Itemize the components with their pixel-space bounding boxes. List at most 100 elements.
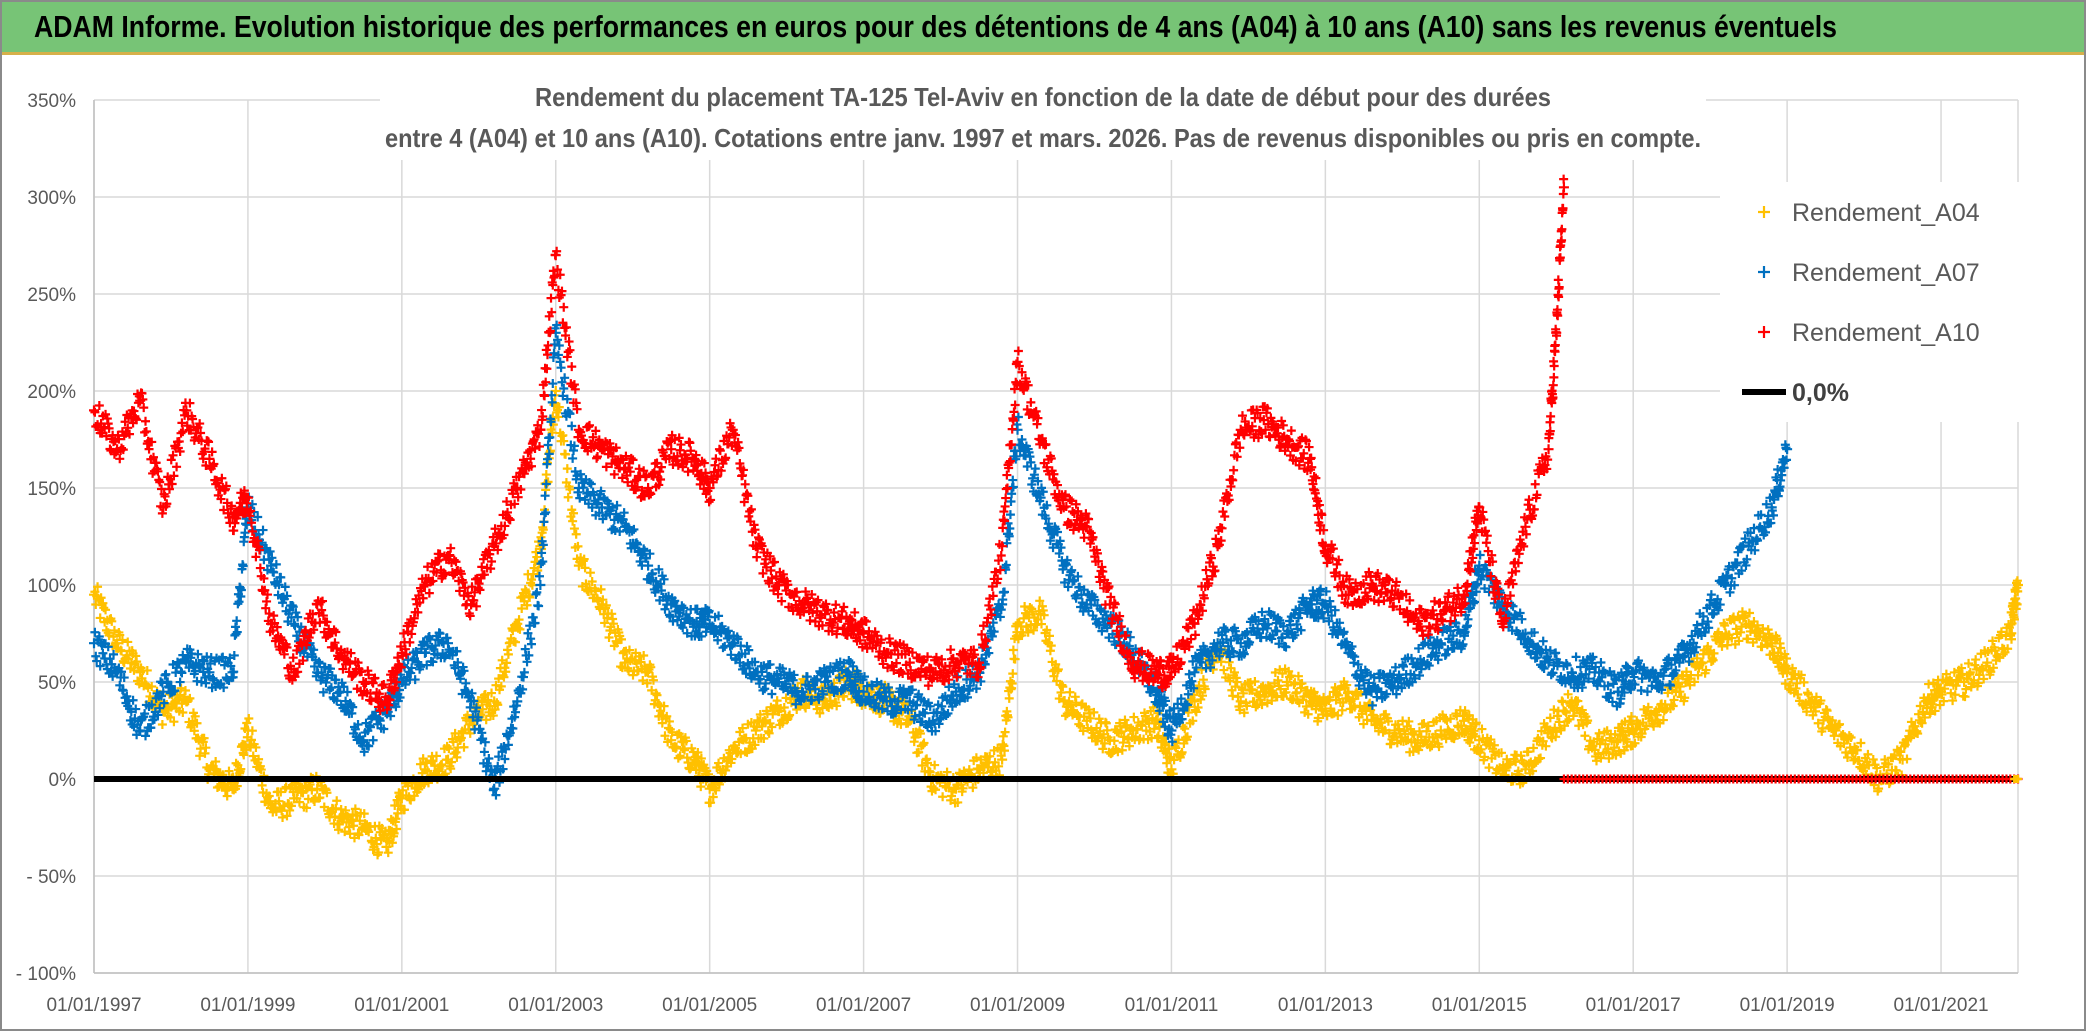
data-point: [444, 744, 454, 754]
data-point: [95, 613, 105, 623]
data-point: [759, 734, 769, 744]
data-point: [1191, 707, 1201, 717]
data-point: [451, 557, 461, 567]
data-point: [1180, 724, 1190, 734]
data-point: [1484, 763, 1494, 773]
x-tick-label: 01/01/2001: [354, 995, 449, 1016]
page-title: ADAM Informe. Evolution historique des p…: [34, 9, 1838, 44]
data-point: [1129, 712, 1139, 722]
data-point: [383, 848, 393, 858]
data-point: [1000, 727, 1010, 737]
y-tick-label: 50%: [38, 673, 76, 694]
data-point: [405, 637, 415, 647]
data-point: [696, 782, 706, 792]
data-point: [1165, 753, 1175, 763]
data-point: [251, 742, 261, 752]
data-point: [480, 690, 490, 700]
data-point: [345, 829, 355, 839]
data-point: [832, 701, 842, 711]
data-point: [1188, 716, 1198, 726]
data-point: [1422, 726, 1432, 736]
data-point: [211, 757, 221, 767]
data-point: [672, 742, 682, 752]
data-point: [398, 785, 408, 795]
data-point: [254, 754, 264, 764]
data-point: [1039, 610, 1049, 620]
data-point: [1238, 688, 1248, 698]
data-point: [332, 796, 342, 806]
data-point: [727, 754, 737, 764]
data-point: [563, 347, 573, 357]
data-point: [533, 566, 543, 576]
data-point: [556, 363, 566, 373]
data-point: [1008, 669, 1018, 679]
data-point: [424, 588, 434, 598]
data-point: [994, 761, 1004, 771]
data-point: [231, 629, 241, 639]
data-point: [562, 464, 572, 474]
data-point: [1198, 691, 1208, 701]
y-tick-label: - 50%: [26, 867, 76, 888]
data-point: [1189, 696, 1200, 707]
data-point: [247, 726, 257, 736]
data-point: [662, 711, 672, 721]
data-point: [355, 816, 365, 826]
data-point: [563, 492, 573, 502]
data-point: [189, 726, 199, 736]
data-point: [242, 718, 252, 728]
data-point: [192, 718, 202, 728]
data-point: [503, 649, 513, 659]
data-point: [1281, 687, 1291, 697]
data-point: [1423, 721, 1433, 731]
data-point: [1200, 684, 1210, 694]
data-point: [491, 680, 501, 690]
data-point: [561, 449, 571, 459]
y-axis-tick-labels: 350%300%250%200%150%100%50%0%- 50%- 100%: [16, 91, 76, 985]
x-tick-label: 01/01/2017: [1586, 995, 1681, 1016]
data-point: [999, 587, 1009, 597]
data-point: [1010, 654, 1020, 664]
data-point: [541, 345, 551, 355]
data-point: [648, 675, 658, 685]
data-point: [547, 428, 557, 438]
data-point: [176, 428, 186, 438]
data-point: [660, 604, 670, 614]
y-tick-label: - 100%: [16, 964, 76, 985]
data-point: [534, 601, 544, 611]
data-point: [693, 748, 703, 758]
data-point: [1089, 707, 1099, 717]
data-point: [248, 751, 258, 761]
data-point: [1029, 625, 1038, 635]
data-point: [1372, 692, 1382, 702]
data-point: [483, 695, 493, 705]
data-point: [137, 673, 147, 683]
data-point: [496, 681, 506, 691]
data-point: [1330, 683, 1340, 693]
data-point: [515, 624, 525, 634]
data-point: [1558, 697, 1568, 707]
y-tick-label: 350%: [27, 91, 76, 112]
data-point: [513, 623, 523, 633]
data-point: [942, 767, 952, 777]
data-point: [487, 688, 497, 698]
data-point: [1085, 713, 1095, 723]
data-point: [642, 678, 652, 688]
data-point: [1257, 700, 1267, 710]
data-point: [1409, 730, 1419, 740]
data-point: [1109, 736, 1119, 746]
data-point: [1225, 676, 1235, 686]
data-point: [587, 577, 597, 587]
data-point: [1902, 754, 1912, 764]
data-point: [920, 708, 930, 718]
data-point: [664, 716, 674, 726]
data-point: [598, 595, 608, 605]
data-point: [568, 516, 578, 526]
data-point: [331, 803, 341, 813]
data-point: [1580, 731, 1590, 741]
data-point: [660, 731, 670, 741]
data-point: [569, 508, 579, 518]
y-tick-label: 0%: [49, 770, 77, 791]
data-point: [634, 464, 644, 474]
data-point: [387, 838, 397, 848]
